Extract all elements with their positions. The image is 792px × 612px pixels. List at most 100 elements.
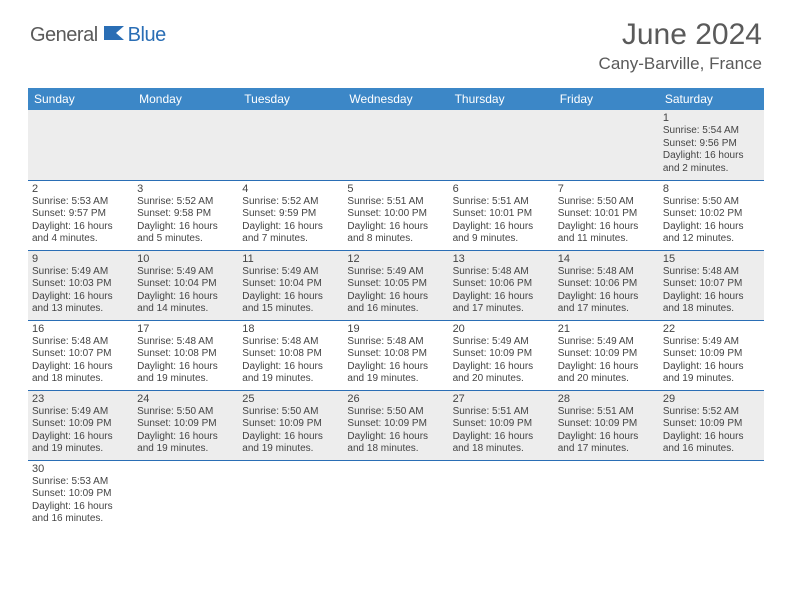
sunset-text: Sunset: 10:03 PM [32,278,129,291]
daylight-text: Daylight: 16 hours and 9 minutes. [453,221,550,246]
day-info: Sunrise: 5:48 AMSunset: 10:06 PMDaylight… [558,266,655,316]
daylight-text: Daylight: 16 hours and 19 minutes. [347,361,444,386]
sunset-text: Sunset: 9:59 PM [242,208,339,221]
calendar-cell: 19Sunrise: 5:48 AMSunset: 10:08 PMDaylig… [343,320,448,390]
month-title: June 2024 [599,18,762,52]
sunrise-text: Sunrise: 5:49 AM [32,406,129,419]
calendar-cell: 11Sunrise: 5:49 AMSunset: 10:04 PMDaylig… [238,250,343,320]
daylight-text: Daylight: 16 hours and 11 minutes. [558,221,655,246]
sunrise-text: Sunrise: 5:51 AM [453,196,550,209]
day-number: 1 [663,112,760,124]
day-info: Sunrise: 5:49 AMSunset: 10:09 PMDaylight… [32,406,129,456]
calendar-cell: 7Sunrise: 5:50 AMSunset: 10:01 PMDayligh… [554,180,659,250]
calendar-cell: 12Sunrise: 5:49 AMSunset: 10:05 PMDaylig… [343,250,448,320]
day-info: Sunrise: 5:49 AMSunset: 10:04 PMDaylight… [137,266,234,316]
calendar-row: 16Sunrise: 5:48 AMSunset: 10:07 PMDaylig… [28,320,764,390]
daylight-text: Daylight: 16 hours and 18 minutes. [32,361,129,386]
calendar-cell-empty [554,460,659,530]
calendar-cell-empty [343,460,448,530]
sunrise-text: Sunrise: 5:49 AM [347,266,444,279]
day-header: Sunday [28,88,133,110]
day-number: 18 [242,323,339,335]
day-info: Sunrise: 5:52 AMSunset: 10:09 PMDaylight… [663,406,760,456]
calendar-cell-empty [238,110,343,180]
daylight-text: Daylight: 16 hours and 20 minutes. [558,361,655,386]
calendar-cell: 14Sunrise: 5:48 AMSunset: 10:06 PMDaylig… [554,250,659,320]
day-info: Sunrise: 5:51 AMSunset: 10:00 PMDaylight… [347,196,444,246]
day-number: 23 [32,393,129,405]
sunrise-text: Sunrise: 5:52 AM [137,196,234,209]
calendar-cell: 27Sunrise: 5:51 AMSunset: 10:09 PMDaylig… [449,390,554,460]
sunset-text: Sunset: 10:08 PM [242,348,339,361]
day-number: 19 [347,323,444,335]
calendar-cell: 16Sunrise: 5:48 AMSunset: 10:07 PMDaylig… [28,320,133,390]
calendar-cell-empty [28,110,133,180]
sunset-text: Sunset: 10:09 PM [558,348,655,361]
logo-text-1: General [30,24,98,47]
location: Cany-Barville, France [599,54,762,74]
calendar-cell-empty [343,110,448,180]
sunset-text: Sunset: 10:09 PM [32,418,129,431]
day-number: 4 [242,183,339,195]
daylight-text: Daylight: 16 hours and 18 minutes. [453,431,550,456]
day-number: 13 [453,253,550,265]
day-number: 21 [558,323,655,335]
sunrise-text: Sunrise: 5:48 AM [558,266,655,279]
calendar-cell: 20Sunrise: 5:49 AMSunset: 10:09 PMDaylig… [449,320,554,390]
sunrise-text: Sunrise: 5:51 AM [558,406,655,419]
sunrise-text: Sunrise: 5:49 AM [242,266,339,279]
calendar-cell: 17Sunrise: 5:48 AMSunset: 10:08 PMDaylig… [133,320,238,390]
sunrise-text: Sunrise: 5:48 AM [453,266,550,279]
daylight-text: Daylight: 16 hours and 5 minutes. [137,221,234,246]
sunrise-text: Sunrise: 5:51 AM [347,196,444,209]
sunset-text: Sunset: 10:06 PM [453,278,550,291]
day-number: 9 [32,253,129,265]
daylight-text: Daylight: 16 hours and 19 minutes. [32,431,129,456]
sunrise-text: Sunrise: 5:50 AM [137,406,234,419]
day-info: Sunrise: 5:49 AMSunset: 10:03 PMDaylight… [32,266,129,316]
daylight-text: Daylight: 16 hours and 19 minutes. [242,431,339,456]
calendar-cell-empty [133,460,238,530]
sunrise-text: Sunrise: 5:50 AM [558,196,655,209]
calendar-cell-empty [659,460,764,530]
sunset-text: Sunset: 10:07 PM [663,278,760,291]
day-info: Sunrise: 5:52 AMSunset: 9:58 PMDaylight:… [137,196,234,246]
day-number: 6 [453,183,550,195]
daylight-text: Daylight: 16 hours and 17 minutes. [558,291,655,316]
calendar-cell-empty [554,110,659,180]
logo: General Blue [30,18,166,47]
day-number: 11 [242,253,339,265]
day-info: Sunrise: 5:49 AMSunset: 10:04 PMDaylight… [242,266,339,316]
sunset-text: Sunset: 10:00 PM [347,208,444,221]
sunrise-text: Sunrise: 5:49 AM [453,336,550,349]
sunrise-text: Sunrise: 5:48 AM [137,336,234,349]
calendar-cell: 3Sunrise: 5:52 AMSunset: 9:58 PMDaylight… [133,180,238,250]
calendar-table: SundayMondayTuesdayWednesdayThursdayFrid… [28,88,764,530]
sunset-text: Sunset: 10:01 PM [453,208,550,221]
calendar-cell: 5Sunrise: 5:51 AMSunset: 10:00 PMDayligh… [343,180,448,250]
sunrise-text: Sunrise: 5:52 AM [242,196,339,209]
sunrise-text: Sunrise: 5:48 AM [32,336,129,349]
day-number: 24 [137,393,234,405]
day-number: 3 [137,183,234,195]
calendar-cell: 30Sunrise: 5:53 AMSunset: 10:09 PMDaylig… [28,460,133,530]
calendar-cell: 4Sunrise: 5:52 AMSunset: 9:59 PMDaylight… [238,180,343,250]
day-info: Sunrise: 5:48 AMSunset: 10:08 PMDaylight… [347,336,444,386]
daylight-text: Daylight: 16 hours and 4 minutes. [32,221,129,246]
day-info: Sunrise: 5:49 AMSunset: 10:09 PMDaylight… [558,336,655,386]
day-info: Sunrise: 5:50 AMSunset: 10:09 PMDaylight… [242,406,339,456]
day-number: 29 [663,393,760,405]
day-header: Monday [133,88,238,110]
sunset-text: Sunset: 10:09 PM [663,418,760,431]
calendar-cell: 22Sunrise: 5:49 AMSunset: 10:09 PMDaylig… [659,320,764,390]
day-header: Tuesday [238,88,343,110]
sunrise-text: Sunrise: 5:48 AM [242,336,339,349]
day-number: 8 [663,183,760,195]
calendar-cell: 6Sunrise: 5:51 AMSunset: 10:01 PMDayligh… [449,180,554,250]
calendar-cell: 9Sunrise: 5:49 AMSunset: 10:03 PMDayligh… [28,250,133,320]
calendar-cell-empty [449,110,554,180]
calendar-cell: 18Sunrise: 5:48 AMSunset: 10:08 PMDaylig… [238,320,343,390]
day-info: Sunrise: 5:48 AMSunset: 10:06 PMDaylight… [453,266,550,316]
day-info: Sunrise: 5:53 AMSunset: 10:09 PMDaylight… [32,476,129,526]
day-info: Sunrise: 5:49 AMSunset: 10:05 PMDaylight… [347,266,444,316]
